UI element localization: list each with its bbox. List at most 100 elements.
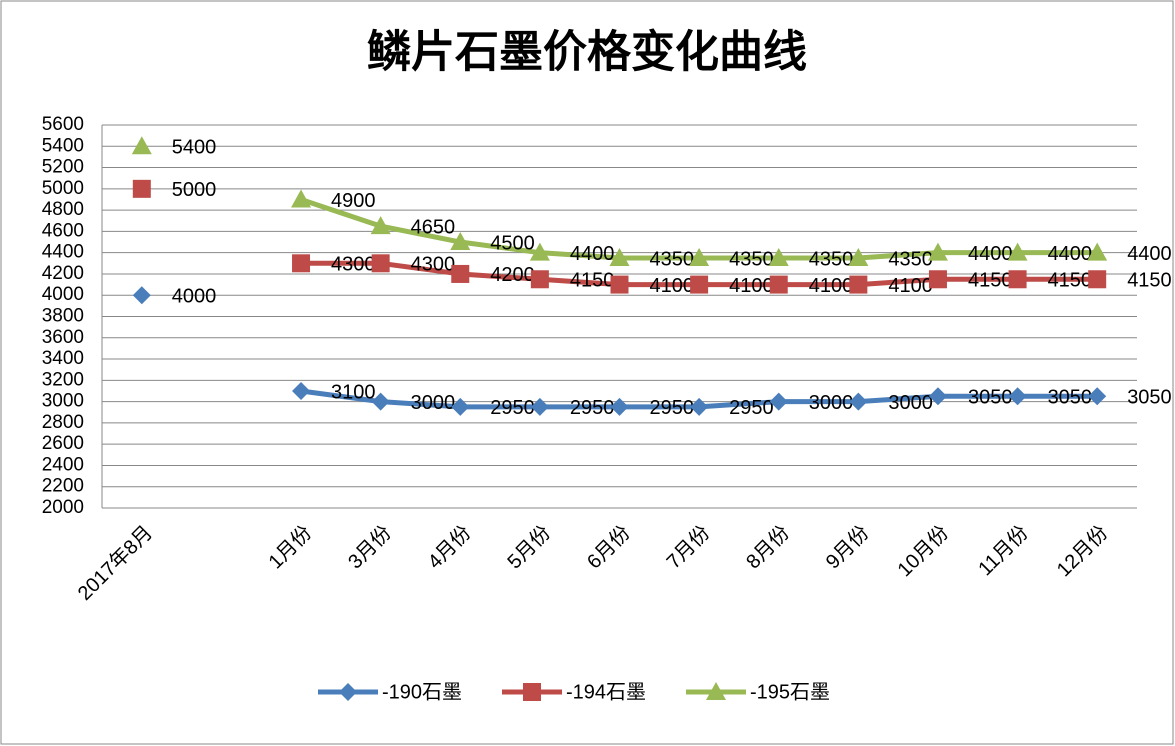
data-point xyxy=(1008,270,1027,289)
y-tick-label: 4600 xyxy=(42,220,84,241)
data-label: 2950 xyxy=(490,397,535,419)
legend-marker xyxy=(339,683,357,701)
data-point xyxy=(928,270,947,289)
data-label: 2950 xyxy=(729,397,774,419)
data-label: 4100 xyxy=(888,275,933,297)
data-point xyxy=(690,397,709,416)
y-tick-label: 5400 xyxy=(42,135,84,156)
y-tick-label: 2000 xyxy=(42,497,84,518)
data-point xyxy=(370,216,391,235)
data-point xyxy=(292,254,311,273)
data-label: 4350 xyxy=(888,248,933,270)
y-tick-label: 4400 xyxy=(42,242,84,263)
data-label: 3050 xyxy=(968,387,1013,409)
data-label: 5000 xyxy=(172,179,217,201)
legend-label: -194石墨 xyxy=(566,681,646,703)
legend-marker xyxy=(706,682,726,700)
y-tick-label: 3200 xyxy=(42,369,84,390)
data-point xyxy=(927,242,948,261)
y-tick-label: 3600 xyxy=(42,327,84,348)
data-label: 4300 xyxy=(411,254,456,276)
y-tick-label: 2800 xyxy=(42,412,84,433)
data-point xyxy=(690,275,709,294)
data-label: 2950 xyxy=(650,397,695,419)
data-label: 3000 xyxy=(809,392,854,414)
data-label: 4150 xyxy=(1048,270,1093,292)
y-tick-label: 5200 xyxy=(42,157,84,178)
data-label: 4900 xyxy=(331,190,376,212)
data-label: 5400 xyxy=(172,137,217,159)
data-label: 3000 xyxy=(411,392,456,414)
data-point xyxy=(769,392,788,411)
data-point xyxy=(291,189,312,208)
data-point xyxy=(928,387,947,406)
legend: -190石墨 -194石墨 -195石墨 xyxy=(318,681,830,703)
data-label: 4150 xyxy=(1127,270,1172,292)
y-tick-label: 4800 xyxy=(42,199,84,220)
data-point xyxy=(1087,242,1108,261)
data-point xyxy=(769,275,788,294)
data-label: 4500 xyxy=(490,232,535,254)
y-tick-label: 2200 xyxy=(42,476,84,497)
data-label: 4100 xyxy=(809,275,854,297)
data-label: 4400 xyxy=(968,243,1013,265)
y-tick-label: 3800 xyxy=(42,306,84,327)
data-point xyxy=(610,275,629,294)
data-point xyxy=(131,136,152,155)
data-label: 4150 xyxy=(968,270,1013,292)
data-point xyxy=(451,397,470,416)
data-label: 4400 xyxy=(1127,243,1172,265)
data-point xyxy=(609,247,630,266)
chart-title: 鳞片石墨价格变化曲线 xyxy=(367,28,807,77)
data-point xyxy=(1088,387,1107,406)
data-label: 4350 xyxy=(650,248,695,270)
data-point xyxy=(451,264,470,283)
data-label: 4350 xyxy=(809,248,854,270)
data-label: 3050 xyxy=(1048,387,1093,409)
data-point xyxy=(132,179,151,198)
data-label: 2950 xyxy=(570,397,615,419)
data-label: 3100 xyxy=(331,381,376,403)
data-point xyxy=(689,247,710,266)
legend-marker xyxy=(523,683,541,701)
data-label: 4350 xyxy=(729,248,774,270)
data-label: 4150 xyxy=(570,270,615,292)
data-label: 4000 xyxy=(172,286,217,308)
y-tick-label: 3000 xyxy=(42,391,84,412)
data-point xyxy=(132,286,151,305)
data-label: 4650 xyxy=(411,216,456,238)
legend-label: -190石墨 xyxy=(382,681,462,703)
data-label: 4100 xyxy=(729,275,774,297)
data-point xyxy=(1088,270,1107,289)
data-label: 3000 xyxy=(888,392,933,414)
data-label: 4100 xyxy=(650,275,695,297)
data-label: 4400 xyxy=(570,243,615,265)
y-tick-label: 4000 xyxy=(42,284,84,305)
y-tick-label: 4200 xyxy=(42,263,84,284)
y-tick-label: 3400 xyxy=(42,348,84,369)
data-label: 4200 xyxy=(490,264,535,286)
data-label: 4300 xyxy=(331,254,376,276)
data-point xyxy=(849,392,868,411)
data-point xyxy=(849,275,868,294)
data-point xyxy=(530,270,549,289)
data-point xyxy=(848,247,869,266)
data-point xyxy=(292,381,311,400)
legend-label: -195石墨 xyxy=(750,681,830,703)
data-point xyxy=(371,254,390,273)
y-tick-label: 5600 xyxy=(42,114,84,135)
data-point xyxy=(450,232,471,251)
data-label: 4400 xyxy=(1048,243,1093,265)
data-point xyxy=(530,397,549,416)
data-point xyxy=(768,247,789,266)
data-point xyxy=(529,242,550,261)
data-label: 3050 xyxy=(1127,387,1172,409)
data-point xyxy=(1008,387,1027,406)
y-tick-label: 5000 xyxy=(42,178,84,199)
data-point xyxy=(371,392,390,411)
y-tick-label: 2400 xyxy=(42,454,84,475)
data-point xyxy=(1007,242,1028,261)
y-tick-label: 2600 xyxy=(42,433,84,454)
